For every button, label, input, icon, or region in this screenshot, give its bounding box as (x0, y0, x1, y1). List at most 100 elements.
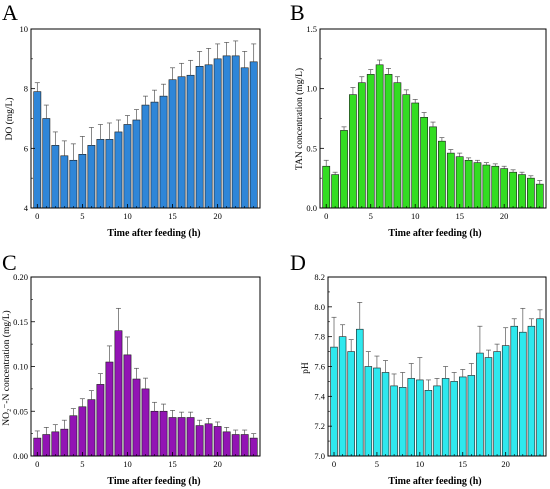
bar (78, 406, 87, 457)
bar (231, 55, 240, 209)
panel-letter: B (290, 0, 305, 25)
bar (424, 390, 433, 457)
bar (60, 155, 69, 209)
y-tick-label: 0.15 (13, 317, 28, 327)
bar (402, 94, 411, 209)
bar (141, 104, 150, 209)
y-tick-label: 0.10 (13, 362, 28, 372)
bar (132, 378, 141, 457)
bar (501, 345, 510, 457)
x-tick-label: 20 (500, 211, 509, 221)
bar (105, 139, 114, 209)
bar (123, 354, 132, 457)
x-tick-label: 15 (455, 211, 464, 221)
panel-c: C Time after feeding (h) NO₂⁻-N concentr… (1, 250, 261, 487)
panel-letter: D (290, 250, 306, 275)
x-axis-label: Time after feeding (h) (388, 228, 481, 239)
bar (150, 101, 159, 209)
bar (330, 346, 338, 457)
x-tick-label: 0 (324, 211, 328, 221)
bar (123, 124, 132, 209)
y-axis-label: NO₂⁻-N concentration (mg/L) (1, 310, 12, 425)
bar (249, 61, 258, 209)
x-tick-label: 0 (332, 459, 336, 469)
y-axis-label: TAN concentration (mg/L) (294, 68, 305, 170)
y-tick-label: 0.20 (13, 272, 28, 282)
y-tick-label: 0.5 (306, 143, 317, 153)
bar (536, 318, 544, 457)
bar (51, 145, 60, 209)
bar (177, 417, 186, 457)
plot-area: 4 6 8 10 0 5 10 15 20 (20, 24, 261, 221)
bar (322, 165, 331, 209)
bar (331, 174, 339, 209)
bar (429, 126, 437, 209)
bar (87, 399, 96, 457)
x-axis-label: Time after feeding (h) (107, 476, 200, 487)
bar (476, 352, 484, 457)
bar (222, 431, 231, 457)
x-tick-label: 10 (416, 459, 425, 469)
bar (33, 91, 42, 209)
bar (420, 117, 428, 209)
bar (535, 183, 544, 209)
bar (186, 417, 195, 457)
bar (356, 328, 364, 457)
bar (347, 351, 355, 457)
x-tick-label: 10 (123, 211, 132, 221)
bar (231, 434, 240, 457)
bar (464, 159, 473, 209)
x-tick-label: 5 (80, 459, 84, 469)
bar (519, 331, 527, 457)
bar (390, 385, 398, 457)
bar (381, 372, 390, 457)
bar (51, 431, 60, 457)
y-tick-label: 7.6 (314, 362, 325, 372)
y-tick-label: 4 (24, 203, 29, 213)
bar (398, 387, 407, 457)
panel-letter: A (2, 0, 18, 25)
bar (42, 434, 51, 457)
bar (527, 177, 535, 209)
x-tick-label: 10 (123, 459, 132, 469)
x-tick-label: 20 (501, 459, 510, 469)
bar (493, 351, 501, 457)
y-axis-label: DO (mg/L) (4, 97, 15, 140)
bar (141, 388, 150, 457)
y-tick-label: 7.8 (314, 332, 325, 342)
bar (450, 381, 458, 457)
bar (168, 79, 177, 209)
bar (150, 410, 159, 457)
bar (204, 64, 213, 209)
bar (159, 95, 168, 209)
bar (375, 64, 384, 209)
bar (240, 67, 249, 209)
bar (357, 82, 366, 209)
bar (60, 428, 69, 457)
bar (195, 425, 204, 457)
x-tick-label: 15 (458, 459, 467, 469)
bar (518, 174, 526, 209)
bar (510, 325, 518, 457)
y-tick-label: 8.0 (314, 302, 325, 312)
panel-a: A Time after feeding (h) DO (mg/L) 4 6 8 10… (2, 0, 261, 239)
bar (78, 154, 87, 209)
bar (114, 131, 123, 209)
bar (473, 162, 482, 209)
bar (459, 376, 467, 457)
bar (467, 375, 476, 457)
bar (96, 139, 105, 209)
y-tick-label: 7.0 (314, 451, 325, 461)
bar (500, 168, 509, 209)
bar (340, 130, 348, 209)
bar (213, 426, 222, 457)
bar (484, 357, 493, 457)
bar (96, 384, 105, 457)
bar (509, 171, 517, 209)
x-tick-label: 5 (369, 211, 373, 221)
bar (416, 379, 424, 457)
bar (364, 366, 373, 457)
bar (213, 58, 222, 209)
x-axis-label: Time after feeding (h) (388, 476, 481, 487)
